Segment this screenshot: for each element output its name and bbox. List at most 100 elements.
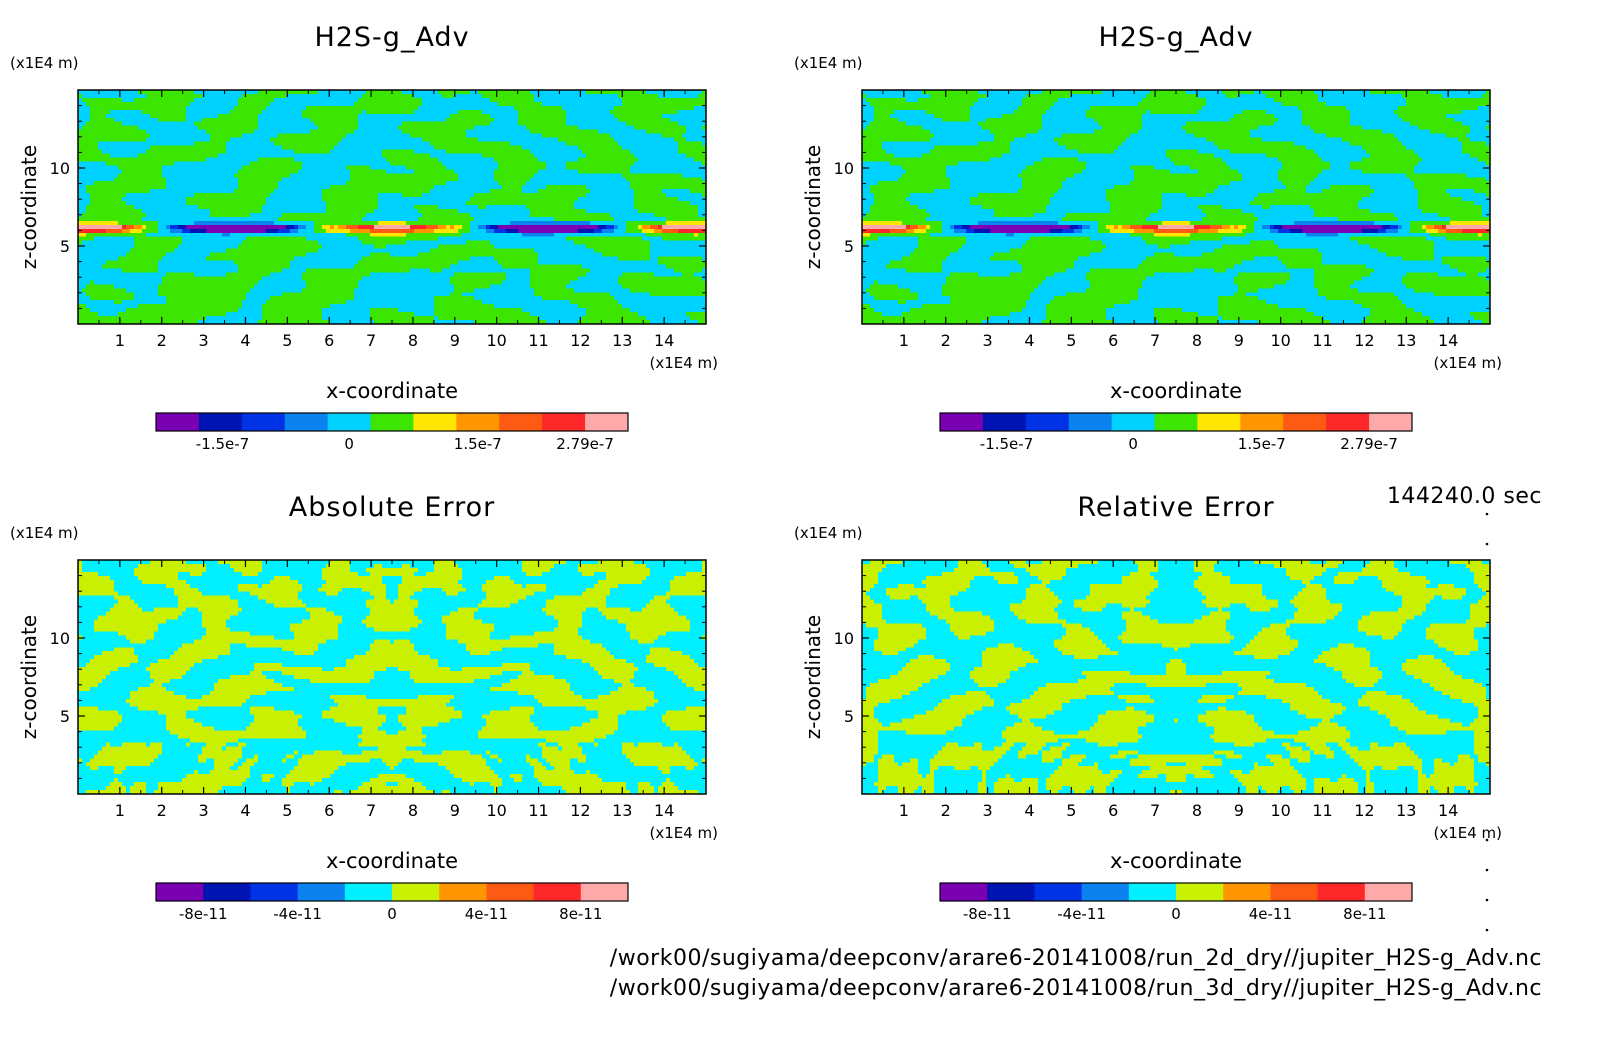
colorbar-swatch: [456, 413, 500, 431]
x-tick-label: 7: [366, 331, 376, 350]
x-tick-label: 3: [199, 331, 209, 350]
x-tick-label: 14: [1438, 331, 1458, 350]
colorbar-swatch: [439, 883, 487, 901]
y-unit-label: (x1E4 m): [794, 524, 863, 542]
colorbar-frame: [155, 412, 629, 432]
colorbar-swatch: [1154, 413, 1198, 431]
x-tick-label: 11: [1312, 801, 1332, 820]
y-tick-label: 5: [844, 707, 854, 726]
colorbar-swatch: [1317, 883, 1366, 901]
colorbar-swatch: [1240, 413, 1284, 431]
y-tick-label: 5: [60, 707, 70, 726]
x-tick-label: 13: [1396, 801, 1416, 820]
y-tick-label: 10: [50, 629, 70, 648]
x-tick-label: 13: [612, 801, 632, 820]
y-tick-label: 10: [834, 629, 854, 648]
colorbar-swatch: [1081, 883, 1130, 901]
x-tick-label: 13: [1396, 331, 1416, 350]
x-unit-label: (x1E4 m): [649, 824, 718, 842]
x-tick-label: 10: [486, 801, 506, 820]
chart-panel: Relative Error(x1E4 m)1 2 3 4 5 6 7 8 9 10 11 12 13 1…: [794, 492, 1502, 923]
x-tick-label: 11: [1312, 331, 1332, 350]
colorbar-swatch: [198, 413, 243, 431]
contour-field: [862, 90, 1490, 324]
colorbar-swatch: [250, 883, 299, 901]
colorbar-swatch: [156, 883, 204, 901]
colorbar-swatch: [327, 413, 372, 431]
margin-dot: [1485, 838, 1489, 842]
y-axis-label: z-coordinate: [801, 615, 825, 739]
chart-panel: H2S-g_Adv(x1E4 m)1 2 3 4 5 6 7 8 9 10 11 12 13 14510(…: [10, 22, 718, 453]
time-label: 144240.0 sec: [1386, 484, 1542, 509]
x-tick-label: 3: [983, 331, 993, 350]
x-tick-label: 12: [1354, 331, 1374, 350]
colorbar-tick-label: 0: [387, 905, 397, 923]
x-tick-label: 8: [408, 801, 418, 820]
x-tick-label: 5: [282, 801, 292, 820]
colorbar-tick-label: 0: [1128, 435, 1138, 453]
file-path-2d: /work00/sugiyama/deepconv/arare6-2014100…: [609, 946, 1542, 971]
chart-title: Relative Error: [1077, 492, 1274, 523]
x-tick-label: 8: [408, 331, 418, 350]
chart-title: H2S-g_Adv: [1098, 22, 1253, 53]
colorbar-swatch: [486, 883, 535, 901]
colorbar-swatch: [1128, 883, 1177, 901]
x-tick-label: 9: [1234, 801, 1244, 820]
x-tick-label: 2: [941, 801, 951, 820]
colorbar-swatch: [1111, 413, 1156, 431]
x-tick-label: 14: [1438, 801, 1458, 820]
x-tick-label: 7: [366, 801, 376, 820]
colorbar-swatch: [1025, 413, 1070, 431]
colorbar-swatch: [1369, 413, 1413, 431]
colorbar-swatch: [344, 883, 393, 901]
chart-panel: H2S-g_Adv(x1E4 m)1 2 3 4 5 6 7 8 9 10 11 12 13 14510(…: [794, 22, 1502, 453]
x-tick-label: 6: [324, 801, 334, 820]
x-axis-label: x-coordinate: [1110, 849, 1242, 873]
colorbar-swatch: [987, 883, 1035, 901]
file-path-3d: /work00/sugiyama/deepconv/arare6-2014100…: [609, 976, 1542, 1001]
colorbar-tick-label: 0: [1171, 905, 1181, 923]
y-tick-label: 5: [844, 237, 854, 256]
x-tick-label: 13: [612, 331, 632, 350]
colorbar-tick-label: -8e-11: [179, 905, 228, 923]
colorbar-tick-label: 1.5e-7: [1238, 435, 1286, 453]
x-tick-label: 6: [1108, 331, 1118, 350]
margin-dot: [1485, 928, 1489, 932]
colorbar-swatch: [940, 883, 988, 901]
x-tick-label: 11: [528, 331, 548, 350]
x-tick-label: 1: [115, 801, 125, 820]
colorbar-tick-label: 1.5e-7: [454, 435, 502, 453]
contour-field: [862, 560, 1490, 794]
colorbar-swatch: [1197, 413, 1241, 431]
x-tick-label: 4: [240, 331, 250, 350]
x-axis-label: x-coordinate: [326, 379, 458, 403]
x-tick-label: 5: [1066, 801, 1076, 820]
colorbar-frame: [939, 412, 1413, 432]
y-axis-label: z-coordinate: [17, 615, 41, 739]
chart-panel: Absolute Error(x1E4 m)1 2 3 4 5 6 7 8 9 10 11 12 13 1…: [10, 492, 718, 923]
colorbar-tick-label: -1.5e-7: [980, 435, 1033, 453]
colorbar-swatch: [982, 413, 1027, 431]
y-axis-label: z-coordinate: [801, 145, 825, 269]
colorbar-swatch: [1068, 413, 1113, 431]
chart-title: Absolute Error: [289, 492, 495, 523]
colorbar-swatch: [241, 413, 286, 431]
y-unit-label: (x1E4 m): [10, 54, 79, 72]
x-tick-label: 2: [157, 801, 167, 820]
x-tick-label: 14: [654, 331, 674, 350]
colorbar-swatch: [1283, 413, 1327, 431]
x-tick-label: 9: [450, 801, 460, 820]
x-unit-label: (x1E4 m): [1433, 824, 1502, 842]
colorbar-tick-label: 4e-11: [465, 905, 508, 923]
x-tick-label: 10: [1270, 801, 1290, 820]
x-tick-label: 8: [1192, 801, 1202, 820]
colorbar-swatch: [1270, 883, 1319, 901]
x-tick-label: 1: [899, 801, 909, 820]
x-tick-label: 6: [1108, 801, 1118, 820]
x-tick-label: 10: [486, 331, 506, 350]
colorbar-swatch: [533, 883, 582, 901]
x-tick-label: 12: [570, 331, 590, 350]
x-tick-label: 4: [1024, 331, 1034, 350]
x-axis-label: x-coordinate: [326, 849, 458, 873]
